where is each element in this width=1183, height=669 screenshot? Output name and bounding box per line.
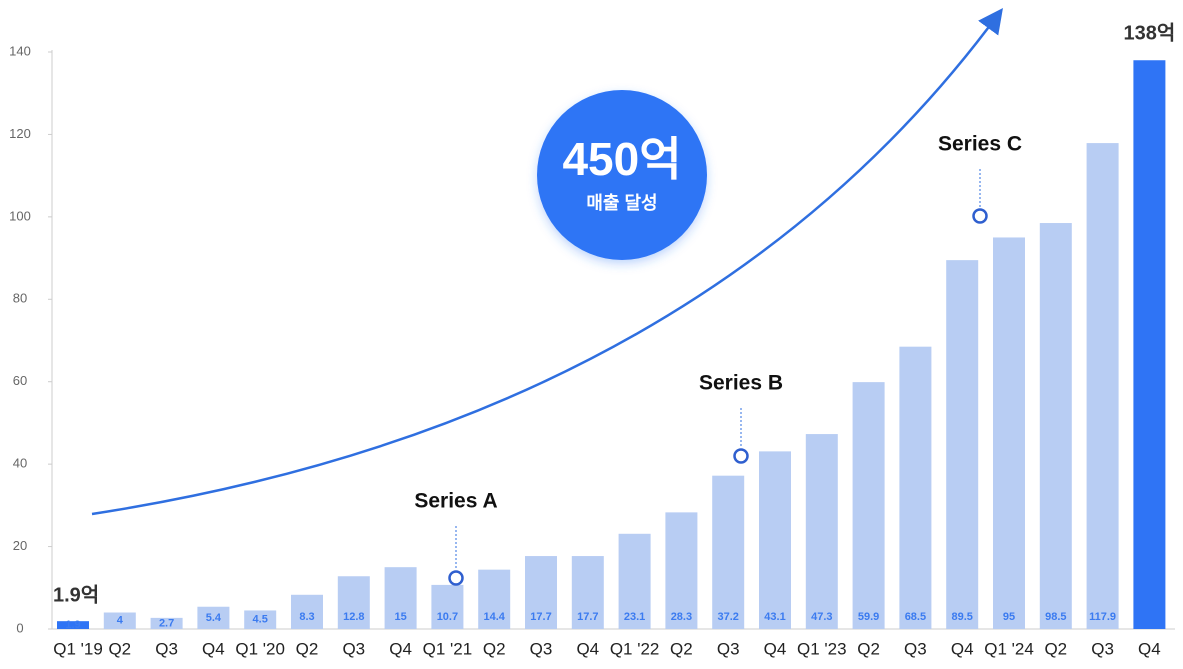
value-label: 89.5 <box>951 611 972 623</box>
value-label: 117.9 <box>1089 611 1116 623</box>
x-tick-label: Q3 <box>155 639 178 658</box>
bar <box>618 533 651 629</box>
badge-title: 450억 <box>562 133 681 185</box>
value-label: 28.3 <box>671 611 692 623</box>
value-label: 14.4 <box>483 611 505 623</box>
value-label: 17.7 <box>577 611 598 623</box>
x-tick-label: Q1 '24 <box>984 639 1034 658</box>
bar <box>384 567 417 629</box>
y-tick-label: 140 <box>9 43 31 58</box>
bar <box>899 346 932 629</box>
x-tick-label: Q4 <box>202 639 225 658</box>
bar <box>712 475 745 629</box>
x-tick-label: Q4 <box>764 639 787 658</box>
x-tick-label: Q2 <box>296 639 319 658</box>
value-label: 98.5 <box>1045 611 1066 623</box>
value-label: 2.7 <box>159 617 174 629</box>
bar <box>571 556 604 629</box>
end-label: 138억 <box>1124 21 1176 44</box>
x-tick-label: Q4 <box>951 639 974 658</box>
bar <box>103 612 136 629</box>
annotation: Series B <box>699 372 783 395</box>
annotation: Series A <box>414 490 497 513</box>
x-tick-label: Q2 <box>1044 639 1067 658</box>
value-label: 59.9 <box>858 611 879 623</box>
bar <box>525 556 557 629</box>
x-tick-label: Q1 '23 <box>797 639 847 658</box>
annotation: Series C <box>938 133 1022 156</box>
y-tick-label: 40 <box>13 456 27 471</box>
badge <box>537 90 707 260</box>
annotation-marker <box>972 208 988 224</box>
bar <box>431 584 464 629</box>
bar <box>1039 223 1072 629</box>
x-tick-label: Q2 <box>483 639 506 658</box>
y-tick-label: 20 <box>13 538 27 553</box>
x-tick-label: Q1 '20 <box>235 639 285 658</box>
bar <box>946 260 979 629</box>
value-label: 23.1 <box>624 611 645 623</box>
badge-subtitle: 매출 달성 <box>586 193 657 213</box>
x-tick-label: Q3 <box>717 639 740 658</box>
bar <box>150 617 183 629</box>
x-tick-label: Q2 <box>108 639 131 658</box>
bar <box>665 512 698 629</box>
bar <box>337 576 370 629</box>
value-label: 4 <box>117 615 124 627</box>
annotation-marker <box>448 570 464 586</box>
value-label: 1.9 <box>65 619 80 631</box>
value-label: 12.8 <box>343 611 364 623</box>
x-tick-label: Q3 <box>904 639 927 658</box>
annotation-marker <box>733 448 749 464</box>
value-label: 17.7 <box>530 611 551 623</box>
x-tick-label: Q3 <box>342 639 365 658</box>
y-tick-label: 80 <box>13 291 27 306</box>
value-label: 8.3 <box>299 611 314 623</box>
bar <box>805 434 838 629</box>
x-tick-label: Q3 <box>1091 639 1114 658</box>
growth-arrow <box>91 7 1003 516</box>
bar <box>852 382 885 629</box>
value-label: 68.5 <box>905 611 926 623</box>
y-tick-label: 120 <box>9 126 31 141</box>
start-label: 1.9억 <box>53 583 99 606</box>
x-tick-label: Q2 <box>857 639 880 658</box>
x-tick-label: Q4 <box>1138 639 1161 658</box>
value-label: 5.4 <box>206 612 222 624</box>
value-label: 47.3 <box>811 611 832 623</box>
x-tick-label: Q1 '22 <box>610 639 660 658</box>
x-tick-label: Q1 '19 <box>53 639 103 658</box>
y-tick-label: 60 <box>13 373 27 388</box>
bar <box>57 621 89 629</box>
value-label: 37.2 <box>717 611 738 623</box>
bar <box>197 606 230 629</box>
bar <box>478 569 511 629</box>
value-label: 10.7 <box>437 611 458 623</box>
x-tick-label: Q1 '21 <box>423 639 473 658</box>
x-tick-label: Q4 <box>576 639 599 658</box>
value-label: 4.5 <box>253 614 268 626</box>
y-tick-label: 100 <box>9 208 31 223</box>
value-label: 95 <box>1003 611 1015 623</box>
value-label: 15 <box>394 611 406 623</box>
bar <box>291 594 323 629</box>
bar <box>1086 143 1119 630</box>
bar <box>244 610 277 629</box>
x-tick-label: Q4 <box>389 639 412 658</box>
bar <box>759 451 791 629</box>
bar <box>993 237 1025 629</box>
y-tick-label: 0 <box>16 620 23 635</box>
value-label: 43.1 <box>764 611 785 623</box>
x-tick-label: Q2 <box>670 639 693 658</box>
bar <box>1133 60 1166 629</box>
x-tick-label: Q3 <box>530 639 553 658</box>
